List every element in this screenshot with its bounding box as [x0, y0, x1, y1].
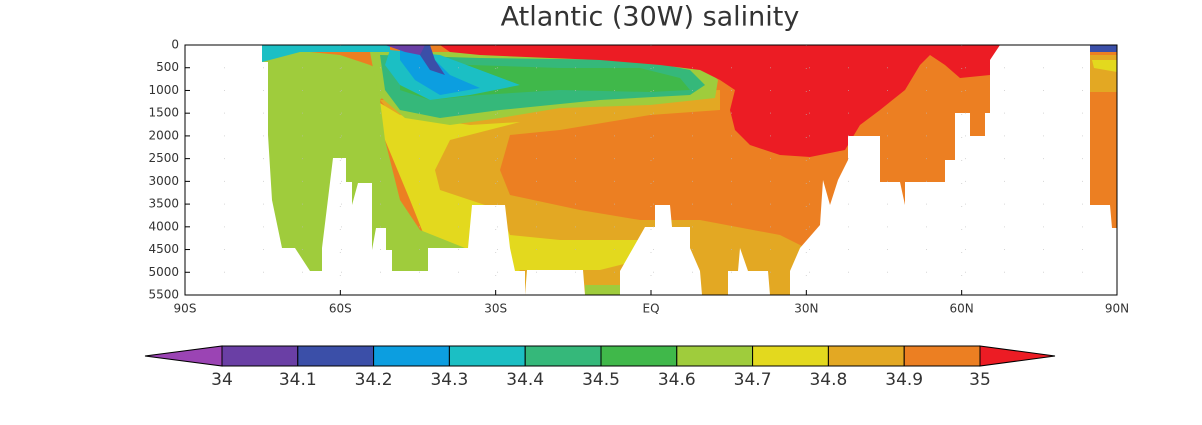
y-tick-label: 5000 [148, 265, 179, 279]
colorbar-swatch [144, 345, 223, 367]
colorbar-label: 34.8 [809, 370, 847, 390]
colorbar-swatch [600, 345, 678, 367]
x-tick-label: 90S [174, 302, 197, 316]
colorbar-label: 34.4 [506, 370, 544, 390]
colorbar-swatch [827, 345, 905, 367]
y-tick-label: 2500 [148, 151, 179, 165]
colorbar-swatch [752, 345, 829, 367]
colorbar-swatch [979, 345, 1056, 367]
contour-band [262, 45, 390, 62]
y-tick-label: 0 [171, 38, 179, 52]
colorbar-label: 34.6 [658, 370, 696, 390]
colorbar: 34 34.1 34.2 34.3 34.4 34.5 34.6 34.7 34.8 34.9 35 [144, 345, 1056, 390]
colorbar-swatch [373, 345, 450, 367]
contour-band [440, 45, 1000, 157]
colorbar-swatch [524, 345, 602, 367]
contour-band [385, 45, 425, 55]
y-tick-label: 3000 [148, 174, 179, 188]
contour-band [1090, 45, 1117, 52]
x-tick-label: 30S [484, 302, 507, 316]
x-tick-label: 90N [1105, 302, 1129, 316]
y-tick-label: 5500 [148, 288, 179, 302]
y-tick-label: 3500 [148, 197, 179, 211]
contour-band [585, 285, 620, 295]
y-tick-label: 1000 [148, 83, 179, 97]
plot-frame [184, 44, 1118, 296]
colorbar-label: 34.1 [279, 370, 317, 390]
colorbar-label: 34.7 [734, 370, 772, 390]
y-tick-label: 500 [156, 60, 179, 74]
x-tick-label: 60N [950, 302, 974, 316]
colorbar-label: 34.9 [885, 370, 923, 390]
colorbar-label: 34.2 [355, 370, 393, 390]
colorbar-swatch [297, 345, 375, 367]
colorbar-label: 34 [211, 370, 233, 390]
colorbar-swatch [676, 345, 754, 367]
y-tick-label: 1500 [148, 106, 179, 120]
y-tick-label: 4500 [148, 242, 179, 256]
y-tick-label: 2000 [148, 128, 179, 142]
x-tick-label: 60S [329, 302, 352, 316]
chart-title: Atlantic (30W) salinity [501, 2, 800, 33]
contour-band [1092, 60, 1117, 72]
y-tick-label: 4000 [148, 219, 179, 233]
colorbar-label: 35 [969, 370, 991, 390]
contour-band [262, 50, 470, 295]
land-mask [185, 45, 1117, 295]
colorbar-swatch [448, 345, 526, 367]
colorbar-label: 34.5 [582, 370, 620, 390]
plot-area: 0 500 1000 1500 2000 2500 3000 3500 4000 4500 5000… [148, 38, 1129, 316]
x-tick-label: 30N [794, 302, 818, 316]
colorbar-label: 34.3 [430, 370, 468, 390]
x-tick-label: EQ [642, 302, 659, 316]
colorbar-swatch [903, 345, 981, 367]
colorbar-swatch [221, 345, 299, 367]
